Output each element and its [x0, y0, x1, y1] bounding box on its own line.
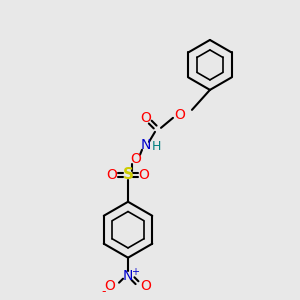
- Text: O: O: [175, 108, 185, 122]
- Text: O: O: [130, 152, 142, 166]
- Text: N: N: [123, 269, 133, 283]
- Text: O: O: [141, 111, 152, 125]
- Text: O: O: [105, 279, 116, 293]
- Text: O: O: [141, 279, 152, 293]
- Text: +: +: [131, 267, 139, 277]
- Text: O: O: [139, 168, 149, 182]
- Text: -: -: [102, 285, 106, 298]
- Text: N: N: [141, 138, 151, 152]
- Text: O: O: [106, 168, 118, 182]
- Text: S: S: [122, 167, 134, 182]
- Text: H: H: [151, 140, 161, 153]
